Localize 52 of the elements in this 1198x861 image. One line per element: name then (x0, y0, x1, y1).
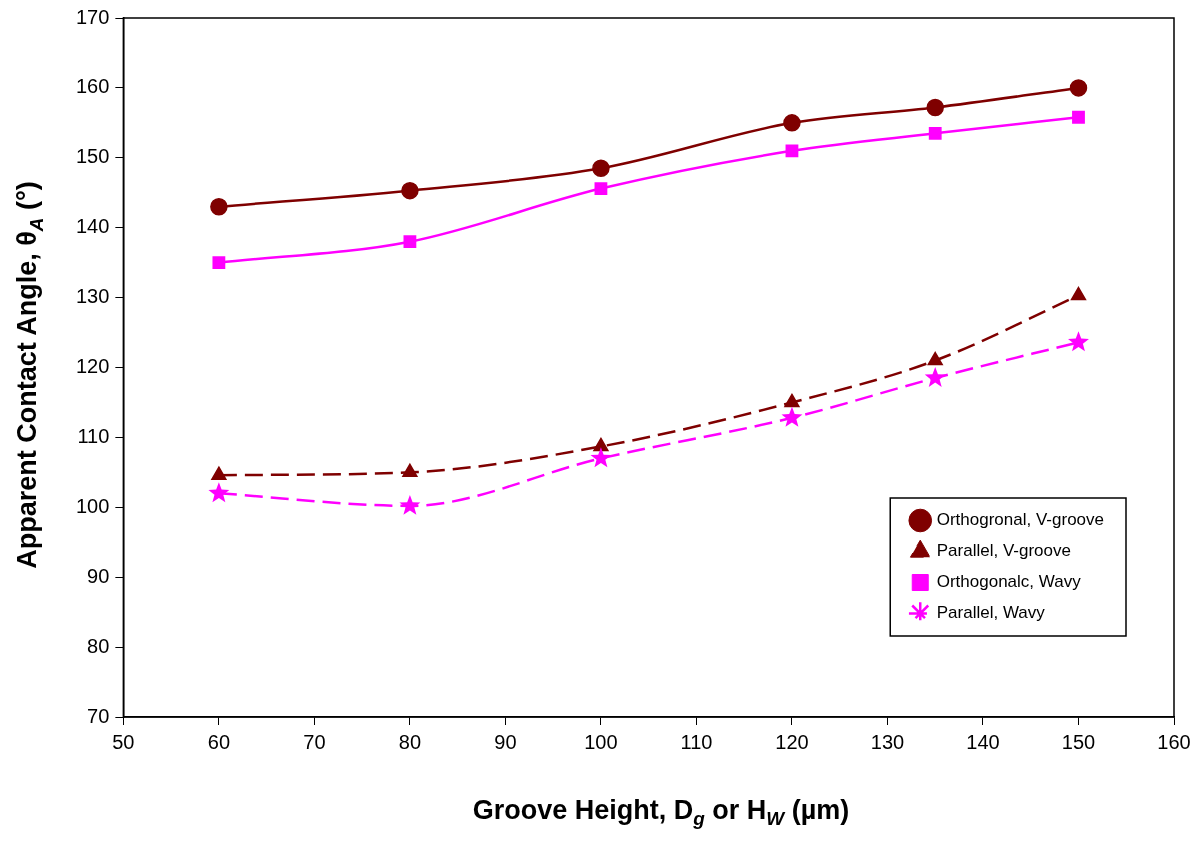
point (1068, 331, 1089, 352)
point (781, 406, 803, 427)
point (783, 114, 801, 132)
y-tick-label: 90 (87, 564, 110, 587)
legend-label: Parallel, Wavy (936, 603, 1046, 623)
point (399, 494, 421, 515)
x-tick-label: 70 (303, 730, 326, 753)
x-tick-label: 140 (966, 730, 1000, 753)
y-tick-label: 100 (75, 494, 110, 517)
x-tick-label: 50 (112, 730, 135, 753)
legend-label: Orthogonalc, Wavy (936, 572, 1082, 592)
point (927, 351, 943, 366)
point (928, 126, 942, 140)
y-tick-label: 130 (75, 285, 110, 308)
x-tick-label: 150 (1061, 730, 1096, 753)
point (785, 144, 799, 158)
x-tick-label: 110 (680, 730, 713, 753)
x-tick-label: 160 (1157, 730, 1191, 753)
point (590, 447, 612, 468)
y-tick-label: 120 (75, 355, 110, 378)
point (926, 98, 944, 117)
x-tick-label: 100 (584, 730, 618, 753)
point (212, 256, 226, 270)
point (210, 197, 228, 216)
point (784, 393, 800, 408)
legend-label: Orthogronal, V-groove (936, 510, 1104, 530)
point (594, 182, 608, 195)
x-tick-label: 60 (207, 730, 231, 753)
x-tick-label: 120 (775, 730, 809, 753)
point (402, 463, 418, 478)
point (1069, 79, 1088, 97)
point (1072, 110, 1085, 124)
y-tick-label: 70 (87, 704, 110, 727)
y-tick-label: 140 (75, 215, 110, 238)
point (403, 235, 417, 249)
y-tick-label: 170 (75, 5, 110, 28)
legend-label: Parallel, V-groove (936, 541, 1071, 561)
y-tick-label: 110 (77, 424, 110, 447)
point (924, 366, 946, 387)
y-tick-label: 80 (87, 634, 110, 657)
point (211, 466, 227, 480)
y-tick-label: 160 (75, 75, 110, 98)
point (208, 482, 230, 503)
point (593, 437, 609, 452)
point (401, 181, 419, 200)
x-axis-title: Groove Height, D$_{g}$ or H$_{W}$ (µm) (472, 795, 850, 831)
y-tick-label: 150 (75, 145, 110, 168)
x-tick-label: 90 (494, 730, 517, 753)
point (592, 159, 610, 178)
point (1070, 286, 1087, 301)
x-tick-label: 130 (870, 730, 905, 753)
x-tick-label: 80 (398, 730, 422, 753)
